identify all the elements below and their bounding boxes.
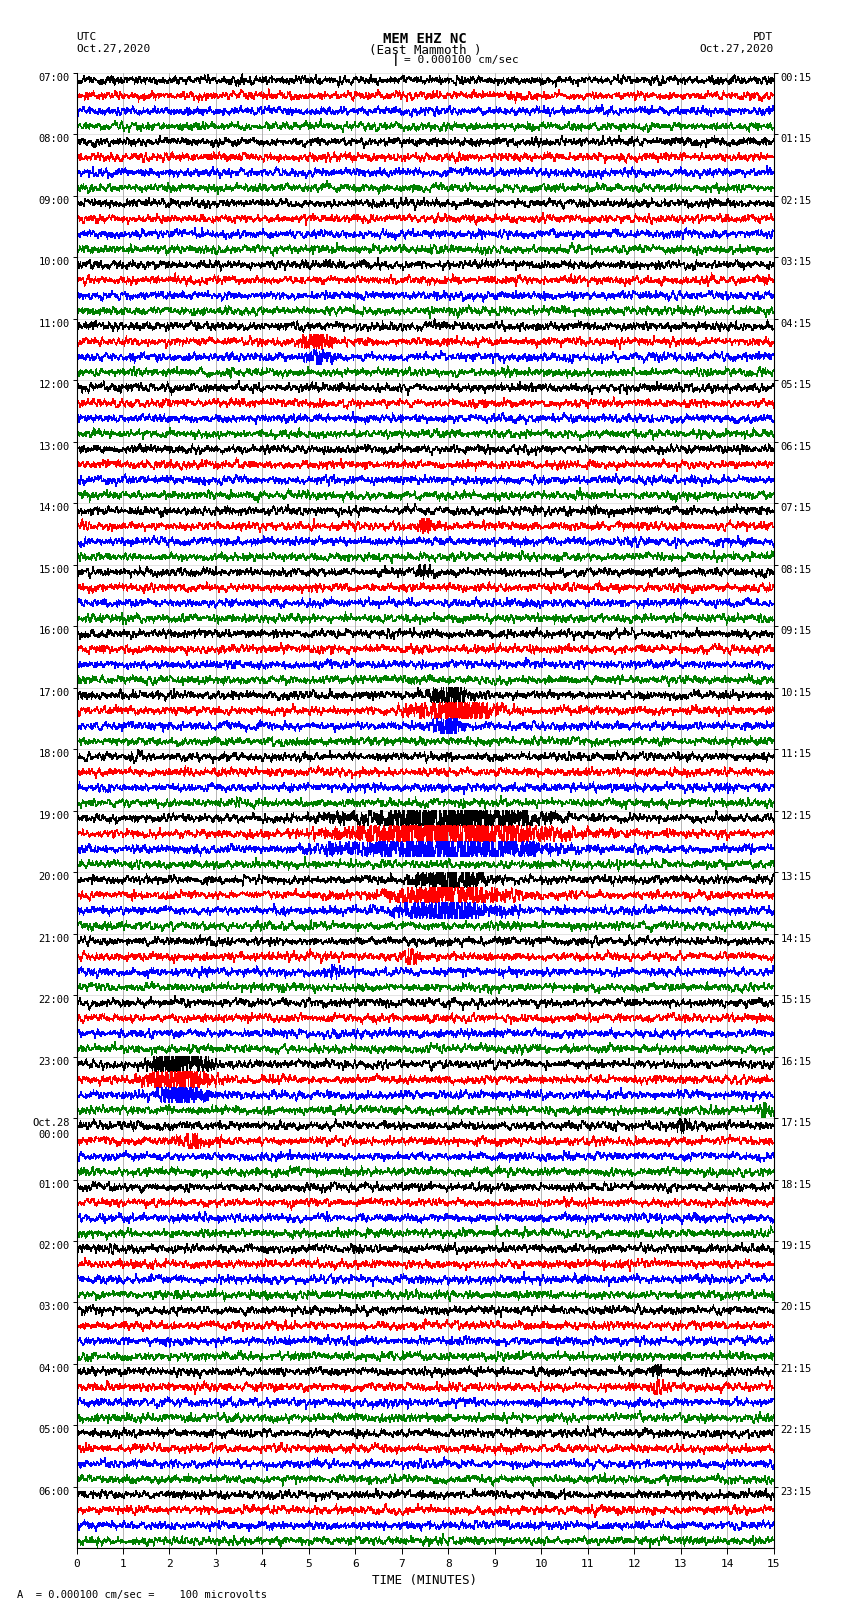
Text: (East Mammoth ): (East Mammoth ) — [369, 44, 481, 56]
X-axis label: TIME (MINUTES): TIME (MINUTES) — [372, 1574, 478, 1587]
Text: Oct.27,2020: Oct.27,2020 — [700, 44, 774, 53]
Text: = 0.000100 cm/sec: = 0.000100 cm/sec — [404, 55, 518, 65]
Text: UTC: UTC — [76, 32, 97, 42]
Text: MEM EHZ NC: MEM EHZ NC — [383, 32, 467, 47]
Text: Oct.27,2020: Oct.27,2020 — [76, 44, 150, 53]
Text: PDT: PDT — [753, 32, 774, 42]
Text: A  = 0.000100 cm/sec =    100 microvolts: A = 0.000100 cm/sec = 100 microvolts — [17, 1590, 267, 1600]
Text: |: | — [392, 53, 399, 66]
